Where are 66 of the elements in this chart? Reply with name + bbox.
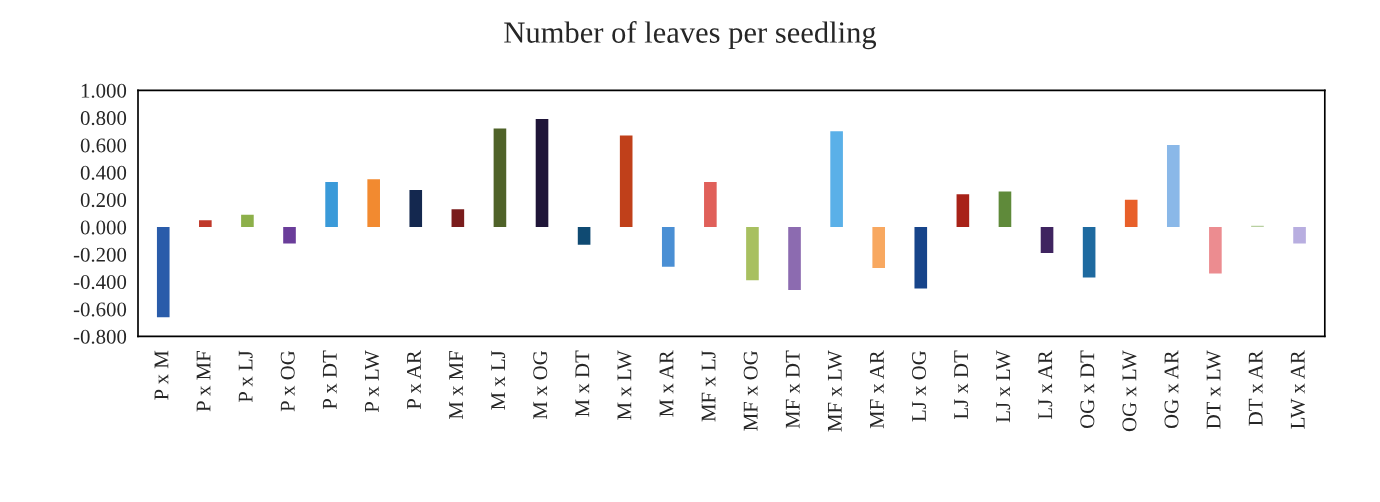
x-tick-label: P x MF bbox=[196, 350, 211, 412]
x-tick-label: P x LJ bbox=[238, 350, 253, 403]
x-tick-label: P x LW bbox=[365, 350, 379, 413]
y-tick-label: -0.400 bbox=[73, 275, 127, 290]
chart-title: Number of leaves per seedling bbox=[504, 21, 877, 50]
y-tick-label: 0.200 bbox=[80, 193, 127, 208]
bar bbox=[156, 227, 170, 318]
x-tick-label: M x LJ bbox=[491, 350, 506, 410]
x-tick-label: P x M bbox=[154, 350, 169, 400]
bar bbox=[1124, 199, 1138, 228]
bar bbox=[1166, 145, 1180, 228]
y-tick-label: -0.600 bbox=[73, 302, 127, 317]
x-tick-label: DT x AR bbox=[1248, 350, 1263, 426]
x-tick-label: OG x LW bbox=[1122, 350, 1137, 432]
y-tick-label: 0.600 bbox=[80, 138, 127, 153]
y-tick-label: -0.200 bbox=[73, 247, 127, 262]
bar bbox=[788, 227, 801, 290]
bar bbox=[830, 131, 843, 228]
x-tick-label: P x OG bbox=[280, 350, 295, 412]
x-tick-label: LJ x OG bbox=[912, 350, 926, 422]
bar bbox=[367, 179, 380, 228]
x-tick-label: DT x LW bbox=[1206, 350, 1221, 429]
x-tick-label: M x DT bbox=[575, 350, 590, 417]
x-tick-label: MF x LW bbox=[827, 350, 842, 432]
bar bbox=[998, 191, 1012, 228]
x-tick-label: M x AR bbox=[659, 350, 674, 417]
bar bbox=[283, 227, 296, 244]
x-tick-label: LW x AR bbox=[1290, 350, 1305, 429]
x-tick-label: P x DT bbox=[322, 350, 337, 410]
x-tick-label: MF x AR bbox=[869, 350, 884, 429]
bar bbox=[241, 214, 254, 228]
bar bbox=[661, 227, 675, 267]
y-tick-label: 0.400 bbox=[80, 165, 127, 180]
bar bbox=[704, 181, 717, 228]
bar bbox=[199, 220, 212, 228]
x-tick-label: M x MF bbox=[449, 350, 463, 420]
bar bbox=[1040, 227, 1054, 253]
x-tick-label: LJ x DT bbox=[954, 350, 969, 420]
bar bbox=[1293, 227, 1306, 244]
x-tick-label: MF x OG bbox=[743, 350, 758, 431]
x-tick-label: OG x DT bbox=[1080, 350, 1095, 429]
y-tick-label: -0.800 bbox=[73, 329, 127, 344]
bar bbox=[872, 227, 886, 269]
y-tick-label: 0.800 bbox=[80, 111, 127, 126]
x-tick-label: MF x DT bbox=[785, 350, 800, 429]
bar bbox=[619, 135, 633, 228]
bar bbox=[535, 119, 549, 228]
bar bbox=[1209, 227, 1222, 274]
bar bbox=[409, 190, 423, 228]
x-tick-label: LJ x AR bbox=[1038, 350, 1053, 420]
x-tick-label: MF x LJ bbox=[701, 350, 716, 422]
bar bbox=[746, 227, 759, 281]
bar bbox=[325, 181, 338, 228]
x-tick-label: P x AR bbox=[407, 350, 421, 410]
bar bbox=[1082, 227, 1096, 278]
x-tick-label: OG x AR bbox=[1164, 350, 1179, 429]
bar bbox=[451, 209, 465, 228]
y-tick-label: 0.000 bbox=[80, 220, 127, 235]
y-tick-label: 1.000 bbox=[81, 83, 127, 98]
bar bbox=[914, 227, 928, 289]
x-tick-label: M x LW bbox=[617, 350, 632, 420]
x-tick-label: LJ x LW bbox=[996, 350, 1011, 423]
x-tick-label: M x OG bbox=[533, 350, 548, 420]
bar bbox=[577, 227, 591, 245]
bar bbox=[956, 194, 970, 228]
bar bbox=[493, 128, 507, 228]
